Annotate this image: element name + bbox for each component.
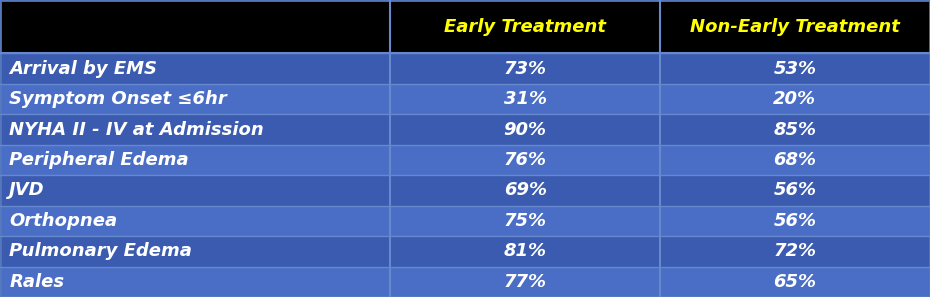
- Text: Early Treatment: Early Treatment: [445, 18, 606, 36]
- Bar: [0, 267, 391, 297]
- Text: 69%: 69%: [504, 181, 547, 200]
- Text: 73%: 73%: [504, 60, 547, 78]
- Bar: [391, 267, 660, 297]
- Bar: [0, 84, 391, 114]
- Bar: [0, 53, 391, 84]
- Text: Non-Early Treatment: Non-Early Treatment: [690, 18, 899, 36]
- Text: Symptom Onset ≤6hr: Symptom Onset ≤6hr: [9, 90, 227, 108]
- Text: 56%: 56%: [773, 181, 817, 200]
- Bar: [660, 175, 930, 206]
- Text: JVD: JVD: [9, 181, 45, 200]
- Text: 68%: 68%: [773, 151, 817, 169]
- Text: 85%: 85%: [773, 121, 817, 139]
- Text: Peripheral Edema: Peripheral Edema: [9, 151, 189, 169]
- Text: Rales: Rales: [9, 273, 64, 291]
- Bar: [0, 0, 391, 53]
- Bar: [660, 84, 930, 114]
- Bar: [391, 145, 660, 175]
- Bar: [660, 236, 930, 267]
- Bar: [660, 145, 930, 175]
- Text: Arrival by EMS: Arrival by EMS: [9, 60, 157, 78]
- Text: 76%: 76%: [504, 151, 547, 169]
- Bar: [391, 0, 660, 53]
- Bar: [391, 175, 660, 206]
- Bar: [391, 114, 660, 145]
- Bar: [0, 114, 391, 145]
- Bar: [660, 114, 930, 145]
- Bar: [660, 267, 930, 297]
- Text: Pulmonary Edema: Pulmonary Edema: [9, 242, 193, 260]
- Text: 53%: 53%: [773, 60, 817, 78]
- Text: 90%: 90%: [504, 121, 547, 139]
- Text: 75%: 75%: [504, 212, 547, 230]
- Bar: [0, 236, 391, 267]
- Bar: [391, 236, 660, 267]
- Bar: [660, 206, 930, 236]
- Text: Orthopnea: Orthopnea: [9, 212, 117, 230]
- Text: 77%: 77%: [504, 273, 547, 291]
- Bar: [0, 175, 391, 206]
- Text: 20%: 20%: [773, 90, 817, 108]
- Bar: [0, 145, 391, 175]
- Text: 56%: 56%: [773, 212, 817, 230]
- Bar: [660, 53, 930, 84]
- Text: 81%: 81%: [504, 242, 547, 260]
- Bar: [391, 53, 660, 84]
- Text: 31%: 31%: [504, 90, 547, 108]
- Bar: [391, 206, 660, 236]
- Bar: [660, 0, 930, 53]
- Text: NYHA II - IV at Admission: NYHA II - IV at Admission: [9, 121, 264, 139]
- Text: 72%: 72%: [773, 242, 817, 260]
- Text: 65%: 65%: [773, 273, 817, 291]
- Bar: [391, 84, 660, 114]
- Bar: [0, 206, 391, 236]
